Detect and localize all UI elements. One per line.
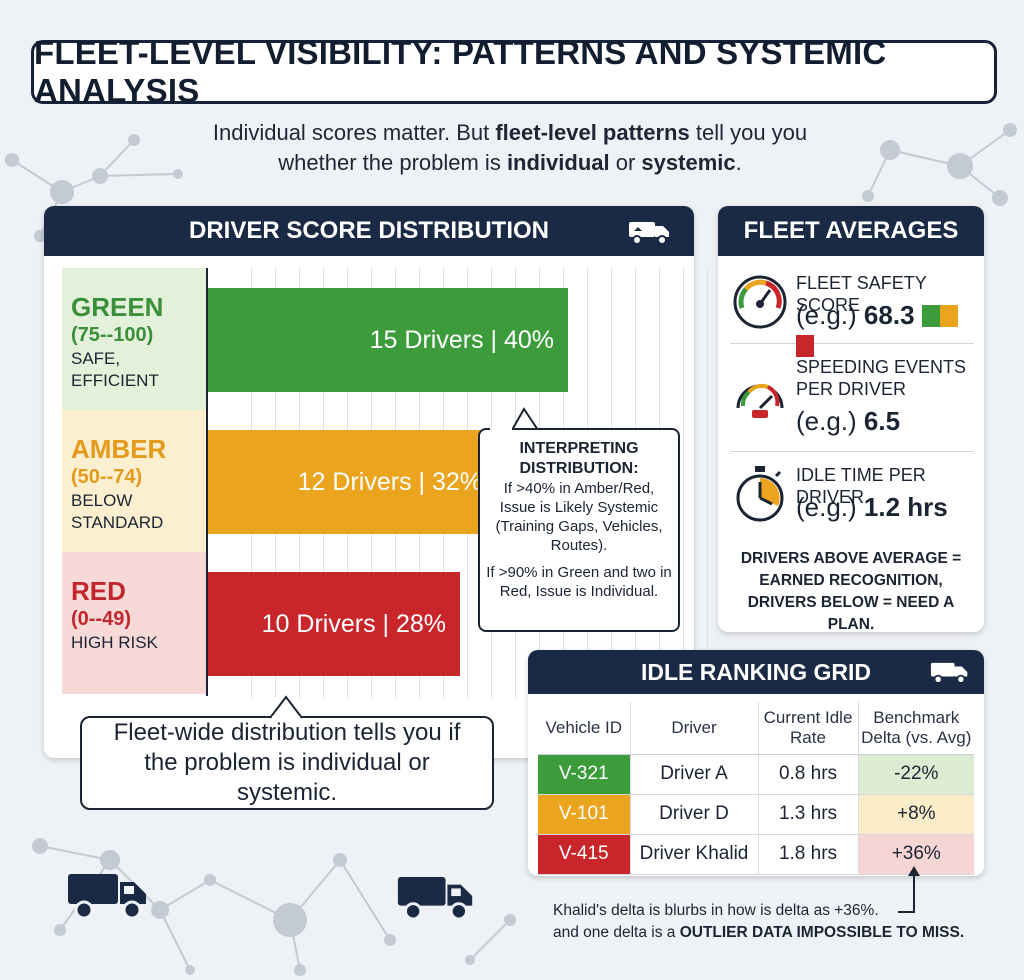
idle-ranking-table: Vehicle ID Driver Current Idle Rate Benc… [538,702,974,875]
swatch-green [921,305,940,327]
idle-rate-cell: 0.8 hrs [758,754,859,795]
bar-label: 10 Drivers | 28% [261,609,446,638]
band-amber: AMBER (50--74) BELOW STANDARD [62,410,206,552]
delivery-truck-icon [930,662,968,684]
bar-amber: 12 Drivers | 32% [208,430,496,534]
interpreting-distribution-box: INTERPRETING DISTRIBUTION: If >40% in Am… [478,428,680,632]
metric-fleet-safety-score: FLEET SAFETY SCORE (e.g.) 68.3 [730,264,974,357]
bar-label: 12 Drivers | 32% [297,467,482,496]
interpreting-heading: INTERPRETING DISTRIBUTION: [519,440,639,477]
page-title: FLEET-LEVEL VISIBILITY: PATTERNS AND SYS… [31,34,997,109]
band-description: SAFE, EFFICIENT [71,349,159,390]
column-header: Driver [630,702,759,755]
truck-icon [68,874,146,920]
metric-label: SPEEDING EVENTS PER DRIVER [796,357,967,399]
driver-cell: Driver D [630,794,759,835]
delta-cell: -22% [858,754,974,795]
vehicle-id-cell: V-415 [538,834,631,875]
table-row: V-415 Driver Khalid 1.8 hrs +36% [538,834,974,875]
fleet-averages-panel: FLEET AVERAGES FLEET SAFETY SCORE (e.g.)… [718,206,984,633]
metric-value: (e.g.) 1.2 hrs [796,492,948,522]
averages-note: DRIVERS ABOVE AVERAGE = EARNED RECOGNITI… [740,550,962,633]
footnote-line-1: Khalid's delta is blurbs in how is delta… [553,902,879,919]
distribution-title: DRIVER SCORE DISTRIBUTION [188,217,550,244]
delivery-truck-icon [629,222,669,245]
vehicle-id-cell: V-321 [538,754,631,795]
table-row: V-321 Driver A 0.8 hrs -22% [538,754,974,795]
averages-title: FLEET AVERAGES [743,217,959,244]
swatch-amber [939,305,958,327]
band-description: BELOW STANDARD [71,491,164,532]
column-header: Benchmark Delta (vs. Avg) [858,702,974,755]
table-row: V-101 Driver D 1.3 hrs +8% [538,794,974,835]
column-header: Vehicle ID [538,702,631,755]
speed-gauge-icon [736,383,784,418]
band-name: RED [71,576,126,606]
bar-label: 15 Drivers | 40% [369,325,554,354]
delta-cell: +36% [858,834,974,875]
truck-icon [397,877,473,921]
speedometer-gauge-icon [733,275,787,329]
interpreting-rule-systemic: If >40% in Amber/Red, Issue is Likely Sy… [495,480,663,554]
band-description: HIGH RISK [71,633,158,652]
idle-ranking-grid-panel: IDLE RANKING GRID Vehicle ID Driver Curr… [528,650,984,876]
ranking-title: IDLE RANKING GRID [641,658,871,685]
footnote: Khalid's delta is blurbs in how is delta… [553,900,973,944]
delta-cell: +8% [858,794,974,835]
callout-pointer [269,695,303,720]
averages-header: FLEET AVERAGES [718,206,984,256]
band-range: (50--74) [71,466,143,488]
table-header-row: Vehicle ID Driver Current Idle Rate Benc… [538,702,974,755]
footnote-line-2: and one delta is a OUTLIER DATA IMPOSSIB… [553,924,965,941]
vehicle-id-cell: V-101 [538,794,631,835]
bar-green: 15 Drivers | 40% [208,288,568,392]
band-red: RED (0--49) HIGH RISK [62,552,206,694]
band-range: (75--100) [71,324,154,346]
metric-speeding-events: SPEEDING EVENTS PER DRIVER (e.g.) 6.5 [730,346,974,452]
swatch-red [796,335,814,357]
metric-idle-time: IDLE TIME PER DRIVER (e.g.) 1.2 hrs [730,454,974,538]
stopwatch-icon [736,466,784,522]
interpreting-callout-pointer [511,407,539,431]
band-range: (0--49) [71,608,132,630]
ranking-header: IDLE RANKING GRID [528,650,984,694]
interpreting-rule-individual: If >90% in Green and two in Red, Issue i… [486,564,672,600]
footnote-arrow [898,866,920,913]
distribution-axis [206,268,208,696]
metric-label: FLEET SAFETY SCORE [796,273,927,315]
band-green: GREEN (75--100) SAFE, EFFICIENT [62,268,206,410]
idle-rate-cell: 1.3 hrs [758,794,859,835]
subtitle: Individual scores matter. But fleet-leve… [212,120,808,175]
band-name: GREEN [71,292,164,322]
metric-label: IDLE TIME PER DRIVER [796,465,926,507]
bar-red: 10 Drivers | 28% [208,572,460,676]
driver-cell: Driver A [630,754,759,795]
metric-value: (e.g.) 6.5 [796,406,901,436]
distribution-callout: Fleet-wide distribution tells you if the… [80,716,494,810]
idle-rate-cell: 1.8 hrs [758,834,859,875]
driver-cell: Driver Khalid [630,834,759,875]
band-name: AMBER [71,434,167,464]
metric-value: (e.g.) 68.3 [796,300,974,360]
distribution-header: DRIVER SCORE DISTRIBUTION [44,206,694,256]
column-header: Current Idle Rate [758,702,859,755]
